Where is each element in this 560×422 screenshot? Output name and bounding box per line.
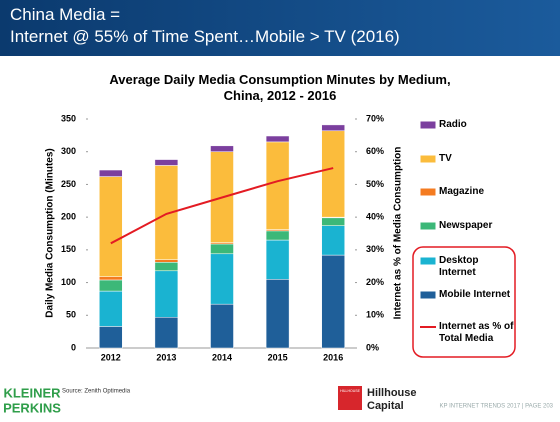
bar-segment bbox=[210, 303, 234, 349]
kp-logo: PERKINS bbox=[3, 400, 61, 415]
source: Source: Zenith Optimedia bbox=[62, 389, 131, 395]
x-tick-label: 2016 bbox=[323, 352, 343, 362]
legend-label: Magazine bbox=[439, 186, 485, 197]
legend-swatch bbox=[420, 257, 436, 265]
bar-segment bbox=[265, 135, 290, 143]
bar-segment bbox=[154, 270, 179, 318]
y-axis-label: Daily Media Consumption (Minutes) bbox=[45, 148, 56, 317]
y2-tick-label: 60% bbox=[366, 146, 384, 156]
bar-segment bbox=[321, 254, 345, 349]
chart-title: Average Daily Media Consumption Minutes … bbox=[109, 72, 451, 103]
footer: KP INTERNET TRENDS 2017 | PAGE 203 bbox=[440, 404, 554, 410]
bar-segment bbox=[265, 141, 290, 230]
kp-logo: KLEINER bbox=[3, 385, 61, 400]
y2-axis-label: Internet as % of Media Consumption bbox=[393, 147, 404, 320]
bar-segment bbox=[321, 217, 345, 226]
legend-label: Desktop Internet bbox=[439, 255, 479, 278]
bar-segment bbox=[265, 279, 290, 349]
y-tick-label: 300 bbox=[61, 146, 76, 156]
legend-swatch bbox=[420, 121, 436, 129]
bar-segment bbox=[321, 124, 345, 132]
y-tick-label: 100 bbox=[61, 277, 76, 287]
line-series bbox=[110, 167, 334, 245]
x-tick-label: 2013 bbox=[156, 352, 176, 362]
bar-segment bbox=[99, 326, 123, 349]
bar-segment bbox=[154, 316, 179, 349]
title-banner bbox=[0, 0, 560, 56]
bar-segment bbox=[321, 225, 345, 256]
bar-segment bbox=[154, 259, 179, 263]
bar-segment bbox=[99, 176, 123, 277]
legend-label: Internet as % of Total Media bbox=[439, 321, 514, 344]
bar-segment bbox=[154, 165, 179, 260]
legend-highlight bbox=[412, 246, 516, 358]
y-tick-label: 0 bbox=[71, 342, 76, 352]
y2-tick-label: 30% bbox=[366, 244, 384, 254]
x-tick-label: 2014 bbox=[212, 352, 232, 362]
hh-logo-text: HILLHOUSE bbox=[340, 389, 361, 393]
y-tick-label: 350 bbox=[61, 113, 76, 123]
bar-segment bbox=[210, 253, 234, 305]
y2-tick-label: 50% bbox=[366, 179, 384, 189]
bar-segment bbox=[99, 290, 123, 327]
bar-segment bbox=[99, 276, 123, 281]
x-tick-label: 2012 bbox=[101, 352, 121, 362]
legend-swatch bbox=[420, 155, 436, 163]
bar-segment bbox=[99, 169, 123, 177]
bar-segment bbox=[265, 230, 290, 241]
bar-segment bbox=[154, 159, 179, 166]
bar-segment bbox=[154, 262, 179, 272]
bar-segment bbox=[265, 239, 290, 280]
legend-label: TV bbox=[439, 153, 452, 164]
legend-swatch bbox=[420, 291, 436, 299]
y2-tick-label: 40% bbox=[366, 212, 384, 222]
legend-swatch bbox=[420, 222, 436, 230]
bar-segment bbox=[99, 279, 123, 292]
x-tick-label: 2015 bbox=[268, 352, 288, 362]
y-tick-label: 250 bbox=[61, 179, 76, 189]
y2-tick-label: 10% bbox=[366, 310, 384, 320]
bar-segment bbox=[210, 243, 234, 255]
legend-label: Radio bbox=[439, 119, 467, 130]
slide-title: Internet @ 55% of Time Spent…Mobile > TV… bbox=[10, 27, 400, 46]
y-tick-label: 200 bbox=[61, 212, 76, 222]
y2-tick-label: 20% bbox=[366, 277, 384, 287]
slide-title: China Media = bbox=[10, 5, 121, 24]
y2-tick-label: 70% bbox=[366, 113, 384, 123]
y-tick-label: 150 bbox=[61, 244, 76, 254]
hh-logo bbox=[338, 386, 362, 410]
y2-tick-label: 0% bbox=[366, 342, 379, 352]
hh-name: Hillhouse bbox=[367, 387, 417, 399]
legend-label: Newspaper bbox=[439, 220, 493, 231]
bar-segment bbox=[321, 130, 345, 218]
bar-segment bbox=[210, 145, 234, 152]
legend-swatch bbox=[420, 188, 436, 196]
hh-name: Capital bbox=[367, 400, 404, 412]
legend-label: Mobile Internet bbox=[439, 289, 511, 300]
y-tick-label: 50 bbox=[66, 310, 76, 320]
